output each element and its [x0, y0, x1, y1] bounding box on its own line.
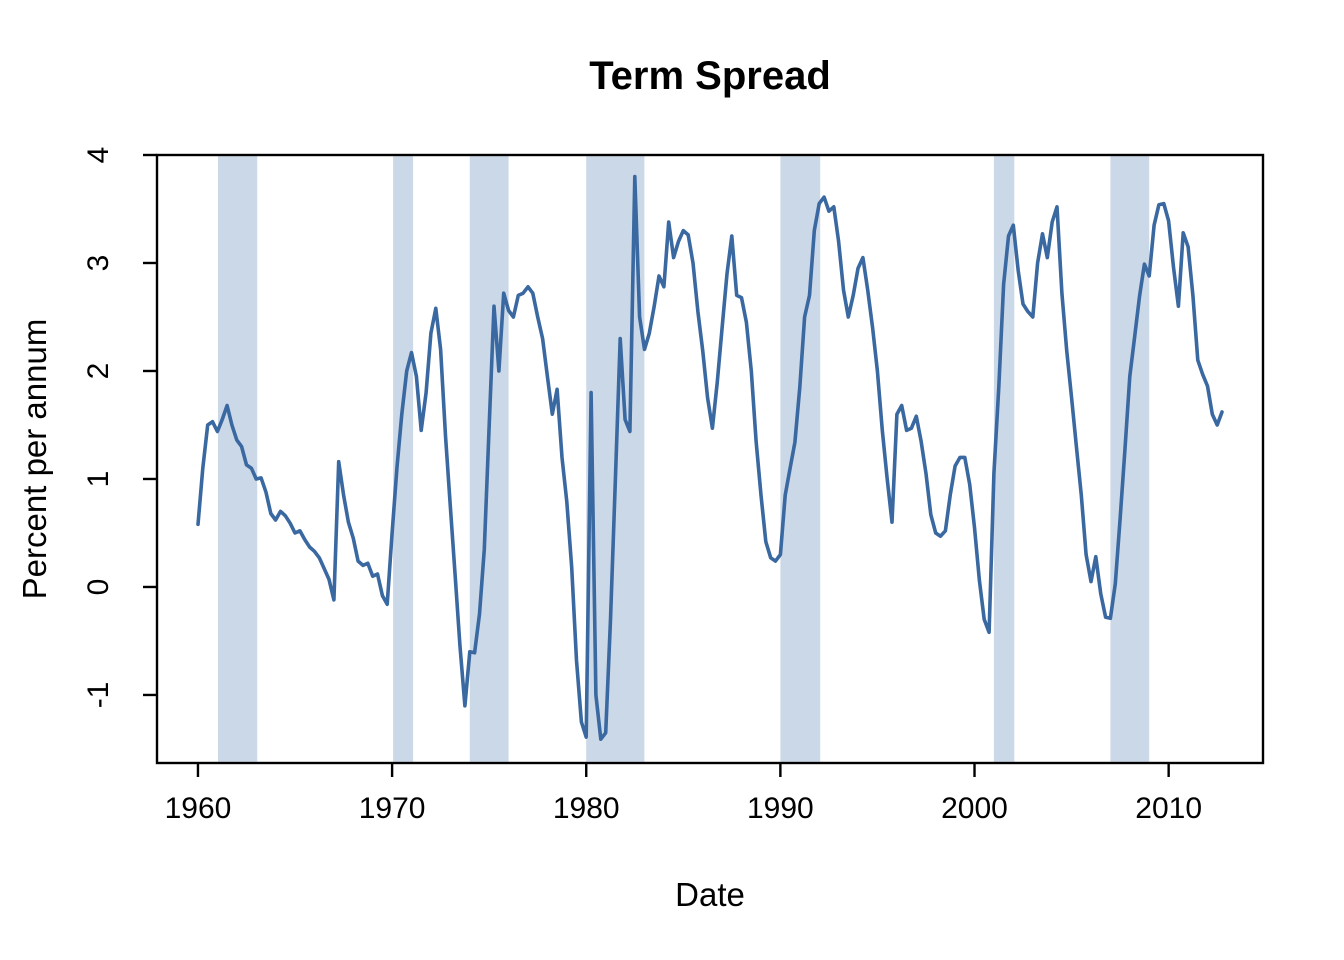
y-tick-label: 4 — [82, 147, 115, 164]
y-tick-label: 2 — [82, 363, 115, 380]
recession-bands-layer — [218, 156, 1150, 762]
y-tick-label: 3 — [82, 255, 115, 272]
x-tick-label: 1980 — [553, 792, 620, 825]
x-tick-label: 1970 — [359, 792, 426, 825]
x-tick-label: 1960 — [165, 792, 232, 825]
recession-band — [393, 156, 414, 762]
term-spread-line — [196, 174, 1224, 742]
y-axis-label: Percent per annum — [16, 319, 53, 600]
x-tick-label: 2010 — [1135, 792, 1202, 825]
y-tick-label: 1 — [82, 471, 115, 488]
x-tick-label: 1990 — [747, 792, 814, 825]
y-tick-label: 0 — [82, 579, 115, 596]
recession-band — [1110, 156, 1150, 762]
y-tick-label: -1 — [82, 682, 115, 709]
plot-box — [155, 153, 1265, 765]
x-axis-label: Date — [675, 876, 745, 913]
x-tick-label: 2000 — [941, 792, 1008, 825]
chart-title: Term Spread — [589, 54, 831, 98]
axes-layer: 1960 1970 1980 1990 2000 2010 -1 0 1 2 3 4 — [82, 147, 1265, 825]
recession-band — [993, 156, 1015, 762]
recession-band — [218, 156, 258, 762]
